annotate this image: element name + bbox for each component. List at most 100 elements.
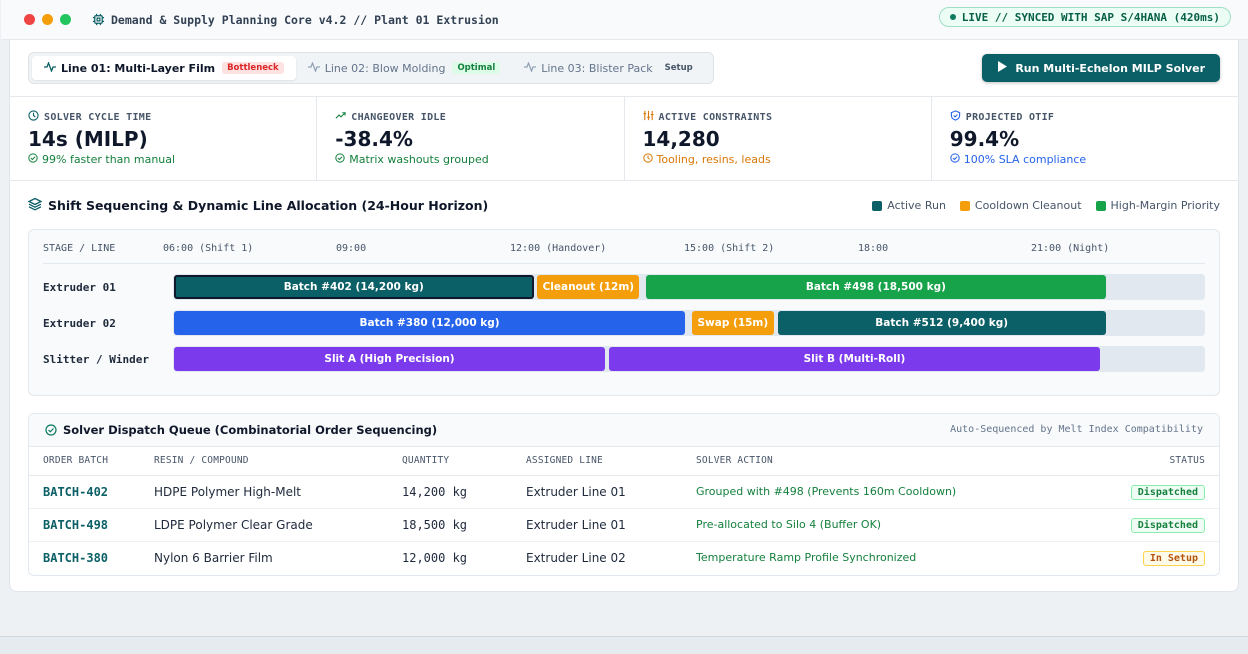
legend-swatch [872,200,883,211]
tab-badge: Optimal [452,62,501,74]
app-title: Demand & Supply Planning Core v4.2 // Pl… [111,12,499,27]
order-batch-cell[interactable]: BATCH-380 [29,541,154,574]
order-batch-cell[interactable]: BATCH-498 [29,508,154,542]
schedule-header: Shift Sequencing & Dynamic Line Allocati… [10,181,1238,229]
live-indicator-icon [949,14,956,20]
minimize-window-button[interactable] [42,14,53,25]
table-row[interactable]: BATCH-380 Nylon 6 Barrier Film 12,000 kg Ex… [29,541,1219,574]
gantt-row: Extruder 02 Batch #380 (12,000 kg) Swap (… [43,310,1205,336]
schedule-bar[interactable]: Batch #512 (9,400 kg) [777,311,1106,335]
kpi-label: PROJECTED OTIF [965,111,1055,123]
legend-swatch [1095,200,1106,211]
tab-label: Line 01: Multi-Layer Film [61,61,216,75]
legend-item: Active Run [872,199,946,212]
solver-action-cell: Grouped with #498 (Prevents 160m Cooldow… [696,475,1087,509]
legend-label: Cooldown Cleanout [974,199,1082,212]
run-solver-button[interactable]: Run Multi-Echelon MILP Solver [982,54,1220,82]
kpi-value: 14,280 [642,127,720,151]
batch-id-link[interactable]: BATCH-498 [43,517,109,532]
schedule-bar[interactable]: Batch #380 (12,000 kg) [174,311,686,335]
schedule-bar[interactable]: Slit A (High Precision) [174,347,606,371]
legend-swatch [959,200,970,211]
schedule-bar[interactable]: Cleanout (12m) [537,275,640,299]
gantt-track: Batch #380 (12,000 kg) Swap (15m) Batch #5… [173,310,1205,336]
column-header[interactable]: RESIN / COMPOUND [154,447,402,476]
check-circle-icon [950,153,960,166]
kpi-label: CHANGEOVER IDLE [351,111,447,123]
status-cell: Dispatched [1086,475,1219,509]
legend-item: High-Margin Priority [1095,199,1220,212]
close-window-button[interactable] [24,14,35,25]
table-header-row: ORDER BATCH RESIN / COMPOUND QUANTITY AS… [29,447,1219,476]
dispatch-table: ORDER BATCH RESIN / COMPOUND QUANTITY AS… [29,447,1219,574]
dispatch-queue: Solver Dispatch Queue (Combinatorial Ord… [28,413,1220,576]
live-sync-badge: LIVE // SYNCED WITH SAP S/4HANA (420ms) [938,7,1231,27]
schedule-bar[interactable]: Swap (15m) [691,311,774,335]
column-header[interactable]: SOLVER ACTION [696,447,1087,476]
bottom-scroll-strip [0,636,1248,654]
solver-action-cell: Temperature Ramp Profile Synchronized [696,551,917,565]
kpi-card: SOLVER CYCLE TIME 14s (MILP) 99% faster … [10,97,318,180]
table-row[interactable]: BATCH-498 LDPE Polymer Clear Grade 18,500 … [29,508,1219,542]
time-label: 21:00 (Night) [1031,243,1110,254]
batch-id-link[interactable]: BATCH-380 [43,550,109,565]
solver-action-cell: Pre-allocated to Silo 4 (Buffer OK) [696,508,1087,542]
time-label: 12:00 (Handover) [510,243,607,254]
table-row[interactable]: BATCH-402 HDPE Polymer High-Melt 14,200 kg… [29,475,1219,509]
assigned-line-cell: Extruder Line 02 [526,550,626,565]
gantt-row: Slitter / Winder Slit A (High Precision)… [43,346,1205,372]
column-header[interactable]: ORDER BATCH [29,447,154,476]
time-label: 09:00 [336,243,367,254]
kpi-label: ACTIVE CONSTRAINTS [658,111,773,123]
maximize-window-button[interactable] [60,14,71,25]
resin-cell: Nylon 6 Barrier Film [154,550,273,565]
quantity-cell: 12,000 kg [402,550,468,565]
column-header[interactable]: ASSIGNED LINE [526,447,696,476]
tab-line-03[interactable]: Line 03: Blister Pack Setup [512,56,710,80]
queue-note: Auto-Sequenced by Melt Index Compatibili… [950,424,1203,435]
kpi-value: 99.4% [949,127,1020,151]
schedule-bar[interactable]: Slit B (Multi-Roll) [608,347,1100,371]
pulse-icon [44,60,56,75]
time-label: 15:00 (Shift 2) [684,243,775,254]
resin-cell: LDPE Polymer Clear Grade [154,508,402,542]
quantity-cell: 14,200 kg [402,475,526,509]
tab-line-01[interactable]: Line 01: Multi-Layer Film Bottleneck [32,56,296,80]
tab-badge: Setup [664,63,693,73]
queue-header: Solver Dispatch Queue (Combinatorial Ord… [29,414,1219,447]
schedule-bar[interactable]: Batch #402 (14,200 kg) [174,275,534,299]
check-circle-icon [45,421,57,440]
status-badge: In Setup [1142,550,1205,566]
status-cell: Dispatched [1086,508,1219,542]
line-tabs: Line 01: Multi-Layer Film Bottleneck Lin… [28,52,714,84]
column-header[interactable]: STATUS [1086,447,1219,476]
kpi-value: 14s (MILP) [28,127,148,151]
kpi-subtext: 100% SLA compliance [963,153,1087,166]
trend-up-icon [335,110,346,124]
legend-label: High-Margin Priority [1110,199,1220,212]
schedule-bar[interactable]: Batch #498 (18,500 kg) [646,275,1106,299]
quantity-cell: 18,500 kg [402,508,526,542]
tab-badge: Bottleneck [222,62,284,74]
title-bar: Demand & Supply Planning Core v4.2 // Pl… [1,0,1248,40]
gantt-track: Batch #402 (14,200 kg) Cleanout (12m) Batc… [173,274,1205,300]
tab-line-02[interactable]: Line 02: Blow Molding Optimal [296,56,513,80]
check-circle-icon [335,153,345,166]
order-batch-cell[interactable]: BATCH-402 [29,475,154,509]
kpi-strip: SOLVER CYCLE TIME 14s (MILP) 99% faster … [10,97,1238,181]
status-cell: In Setup [1087,541,1219,574]
clock-icon [642,153,653,166]
app-window: Demand & Supply Planning Core v4.2 // Pl… [1,0,1248,592]
legend-label: Active Run [887,199,946,212]
pulse-icon [524,60,537,75]
status-badge: Dispatched [1130,484,1205,500]
kpi-card: ACTIVE CONSTRAINTS 14,280 Tooling, resin… [625,97,932,180]
clock-icon [28,110,39,124]
gantt-time-axis: STAGE / LINE 06:00 (Shift 1) 09:00 12:00… [43,230,1205,264]
column-header[interactable]: QUANTITY [402,447,526,476]
batch-id-link[interactable]: BATCH-402 [43,484,109,499]
line-label: Extruder 02 [43,317,116,330]
tab-label: Line 02: Blow Molding [324,61,446,75]
gantt-track: Slit A (High Precision) Slit B (Multi-Rol… [173,346,1205,372]
kpi-value: -38.4% [335,127,413,151]
